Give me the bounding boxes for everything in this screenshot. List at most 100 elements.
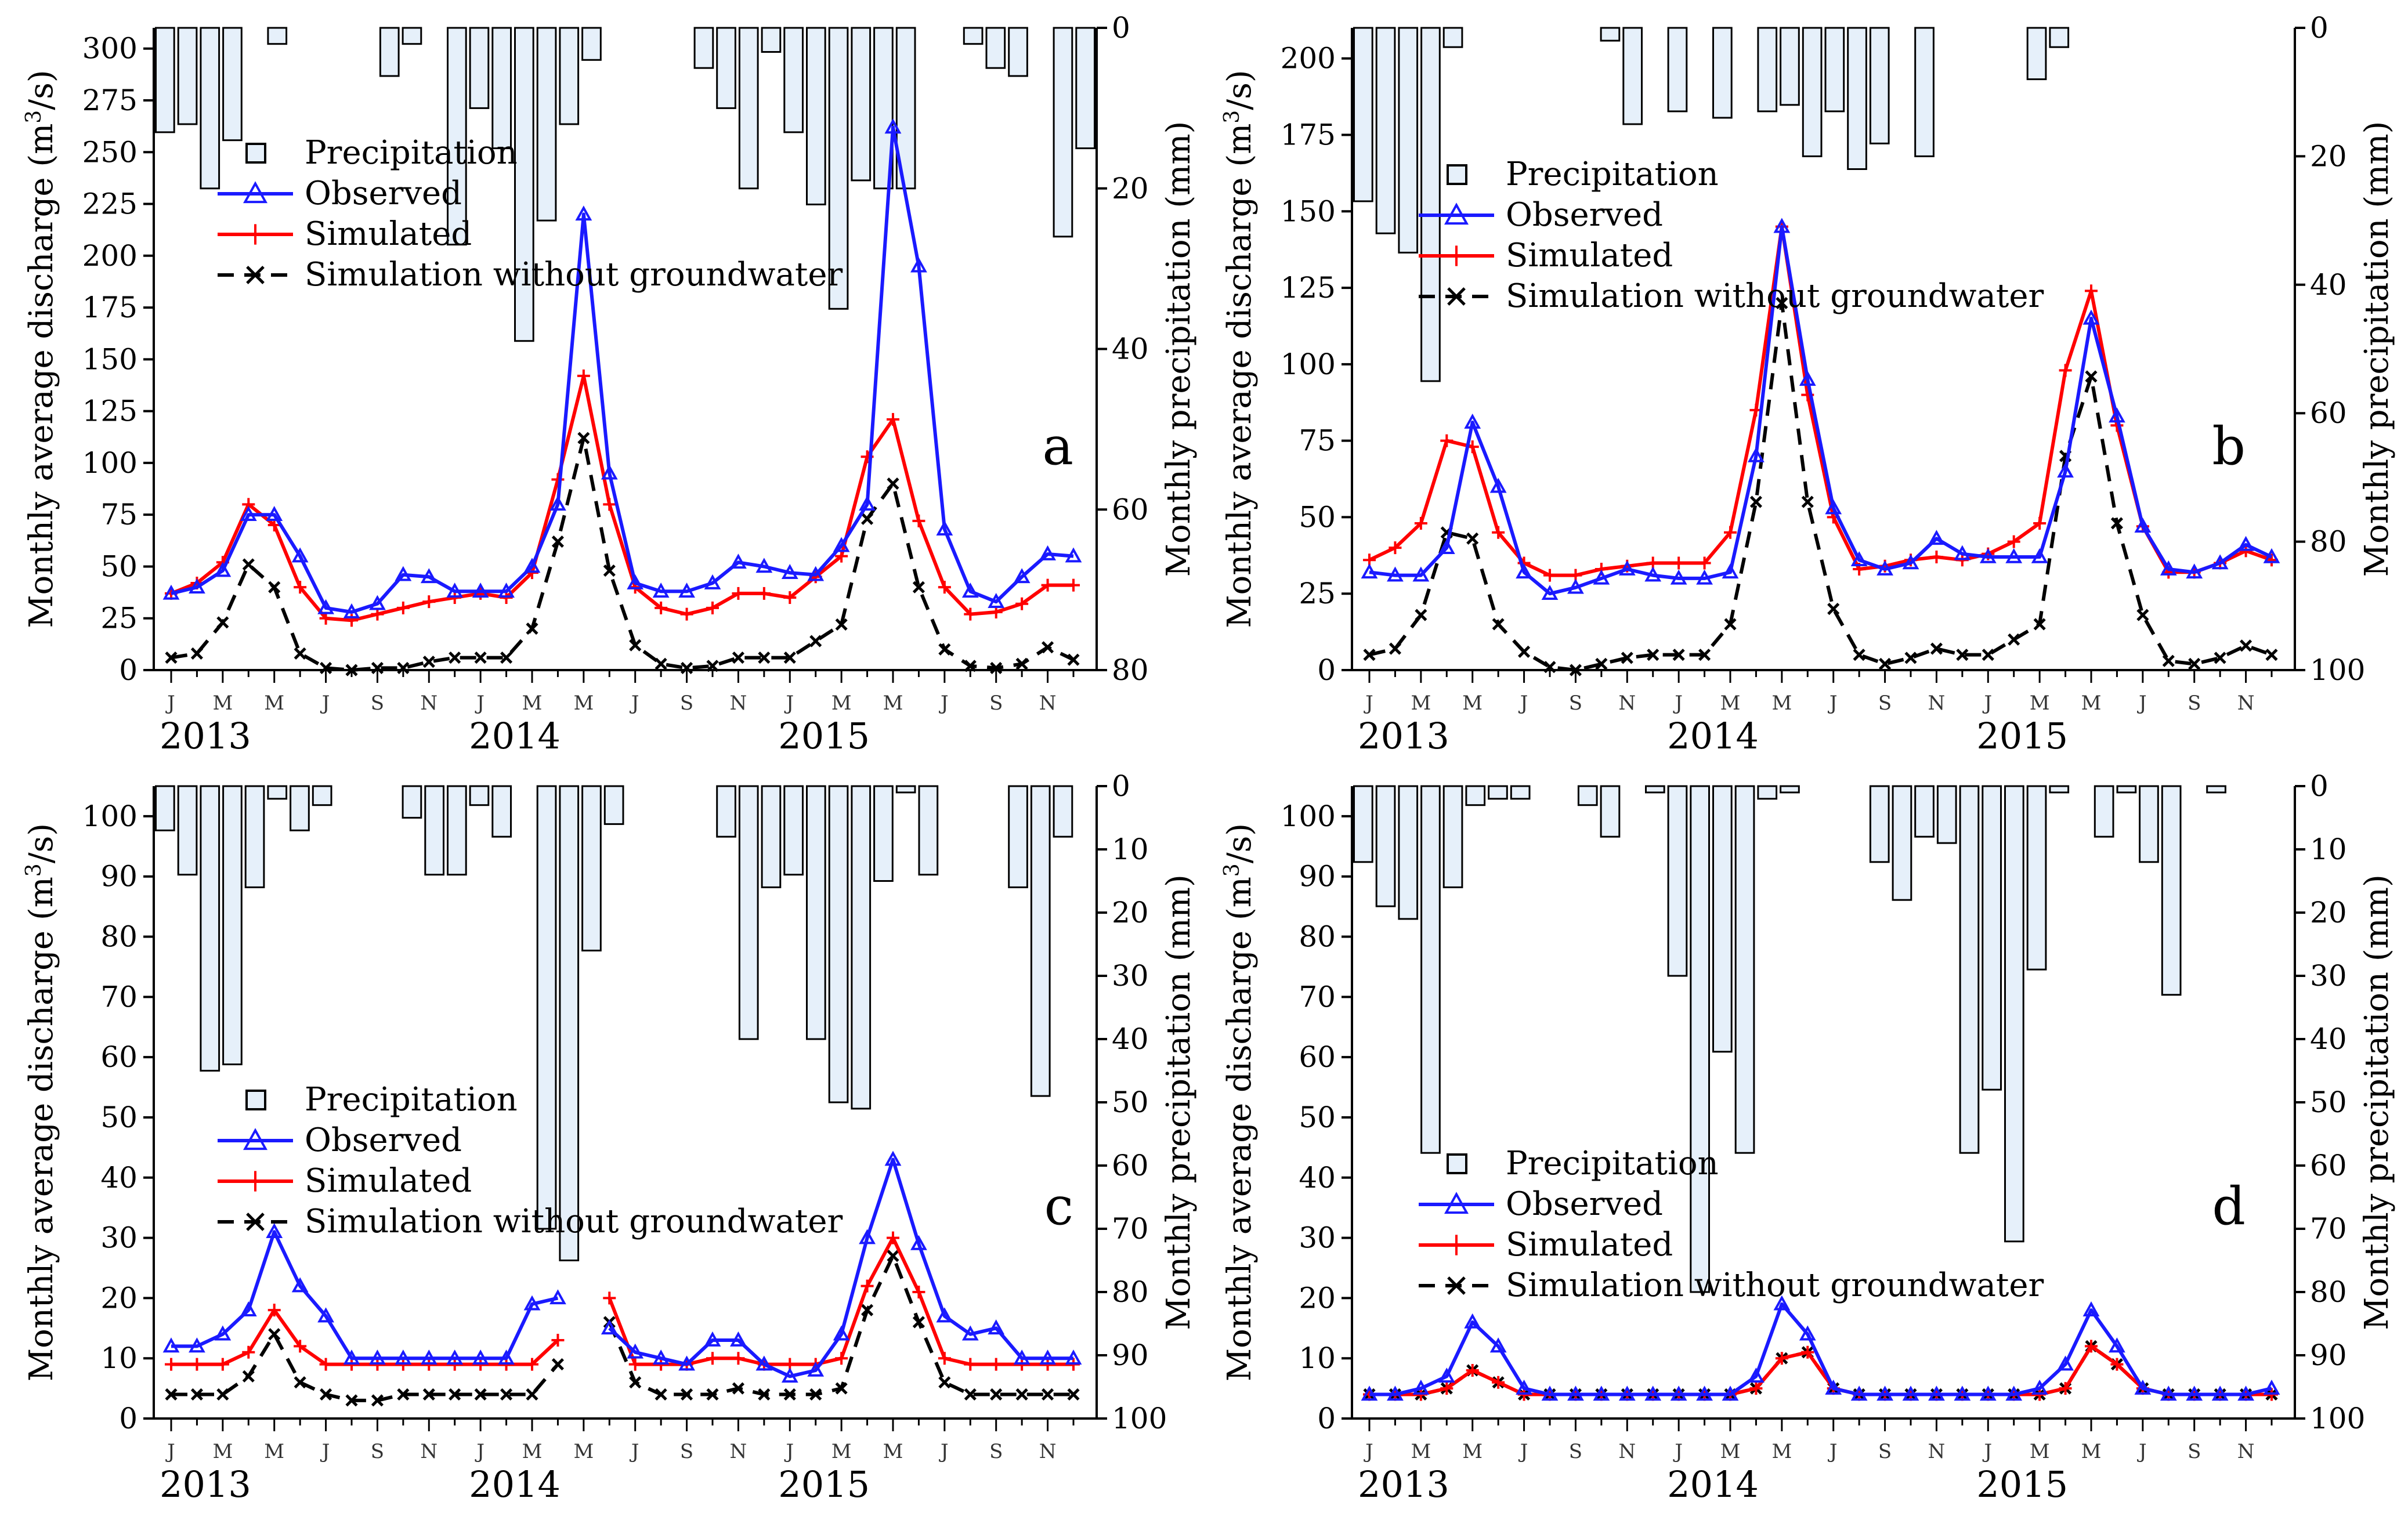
point-observed (1902, 554, 1919, 570)
precip-bar (244, 785, 265, 888)
x-year-label: 2015 (1976, 1463, 2068, 1506)
x-month-label: M (831, 1440, 852, 1463)
precip-bar (536, 27, 557, 222)
precip-bar (267, 27, 288, 45)
point-no-groundwater (474, 1388, 487, 1401)
y-tick-label-right: 70 (1112, 1212, 1149, 1246)
point-no-groundwater (1363, 649, 1376, 661)
precip-bar (222, 27, 243, 142)
precip-bar (828, 27, 849, 310)
point-observed (2082, 309, 2100, 325)
precip-bar (1712, 785, 1733, 1053)
x-year-label: 2013 (160, 715, 251, 757)
precip-bar (447, 785, 467, 876)
y-tick-label-right: 100 (2310, 653, 2365, 687)
y-axis-title-left: Monthly average discharge (m3/s) (1220, 70, 1259, 628)
precip-bar (1375, 785, 1396, 907)
x-month-label: M (1771, 1440, 1792, 1463)
precip-bar (918, 785, 939, 876)
point-observed (2134, 518, 2152, 533)
point-no-groundwater (2265, 649, 2278, 661)
x-month-label: M (264, 692, 284, 715)
precip-bar (1959, 785, 1980, 1154)
point-observed (1516, 1379, 1532, 1395)
point-observed (162, 584, 180, 600)
point-observed (446, 582, 464, 598)
y-tick-label-right: 80 (1112, 653, 1149, 687)
point-observed (1722, 1385, 1739, 1401)
point-observed (910, 1235, 927, 1250)
point-simulated (1801, 1345, 1814, 1359)
y-tick-label-left: 225 (82, 187, 138, 221)
precip-bar (1667, 785, 1688, 977)
point-no-groundwater (165, 652, 178, 664)
point-simulated (422, 595, 436, 609)
point-no-groundwater (681, 661, 693, 674)
point-observed (2237, 1385, 2254, 1401)
point-simulated (603, 1291, 616, 1305)
point-no-groundwater (1879, 657, 1892, 671)
x-month-label: J (2137, 692, 2147, 715)
x-month-label: M (1720, 692, 1741, 715)
y-tick-label-left: 125 (1281, 271, 1336, 305)
point-observed (1567, 1385, 1584, 1401)
point-no-groundwater (1904, 652, 1917, 664)
precip-bar (761, 27, 782, 53)
point-observed (1438, 539, 1455, 554)
point-no-groundwater (1776, 296, 1788, 309)
precip-bar (177, 785, 198, 876)
point-simulated (1698, 556, 1711, 570)
precip-bar (559, 27, 580, 125)
point-observed (2211, 554, 2229, 570)
point-observed (1979, 548, 1997, 563)
x-month-label: J (784, 1440, 794, 1463)
point-observed (2186, 1385, 2203, 1401)
point-simulated (1749, 1382, 1763, 1395)
point-observed (601, 464, 618, 480)
x-month-label: S (371, 1440, 384, 1463)
point-no-groundwater (1042, 1388, 1054, 1401)
precip-bar (1442, 27, 1463, 48)
point-observed (910, 257, 927, 273)
point-no-groundwater (526, 623, 538, 635)
point-simulated (1414, 516, 1427, 530)
precip-bar (716, 27, 736, 109)
y-tick-label-left: 275 (82, 84, 138, 117)
legend-label: Simulation without groundwater (1506, 1267, 2044, 1304)
point-no-groundwater (165, 1388, 178, 1401)
precip-bar (895, 785, 916, 794)
point-observed (1799, 371, 1816, 386)
point-observed (2031, 548, 2048, 563)
point-no-groundwater (1647, 649, 1659, 661)
point-observed (884, 118, 902, 134)
precip-bar (1488, 785, 1508, 800)
point-simulated (1440, 434, 1454, 447)
point-simulated (706, 601, 719, 614)
point-observed (343, 1349, 360, 1365)
legend-marker-observed-icon (243, 1128, 267, 1150)
precip-bar (1757, 785, 1778, 800)
y-axis-title-left: Monthly average discharge (m3/s) (22, 70, 61, 628)
y-tick-label-left: 0 (1317, 1402, 1336, 1435)
panel-b: 0 25 50 75 100 125 150 175 200 0 20 40 60 80 100 J M M J S N… (1220, 11, 2396, 757)
y-tick-label-left: 20 (1299, 1281, 1336, 1315)
precip-bar (1030, 785, 1051, 1097)
point-simulated (680, 607, 693, 621)
point-observed (266, 1223, 283, 1238)
y-tick-label-left: 175 (82, 291, 138, 324)
x-month-label: J (165, 1440, 175, 1463)
x-month-label: S (989, 692, 1003, 715)
point-no-groundwater (422, 1388, 435, 1401)
point-simulated (732, 587, 745, 600)
precip-bar (559, 785, 580, 1261)
precip-bar (379, 27, 400, 77)
point-simulated (887, 1231, 899, 1244)
point-observed (1825, 499, 1842, 515)
y-tick-label-left: 75 (100, 498, 138, 531)
point-observed (2109, 407, 2125, 423)
y-tick-label-right: 60 (2310, 396, 2347, 430)
point-observed (2134, 1379, 2152, 1395)
point-simulated (1466, 1363, 1479, 1377)
precip-bar (738, 27, 759, 190)
y-tick-label-left: 10 (100, 1341, 138, 1375)
